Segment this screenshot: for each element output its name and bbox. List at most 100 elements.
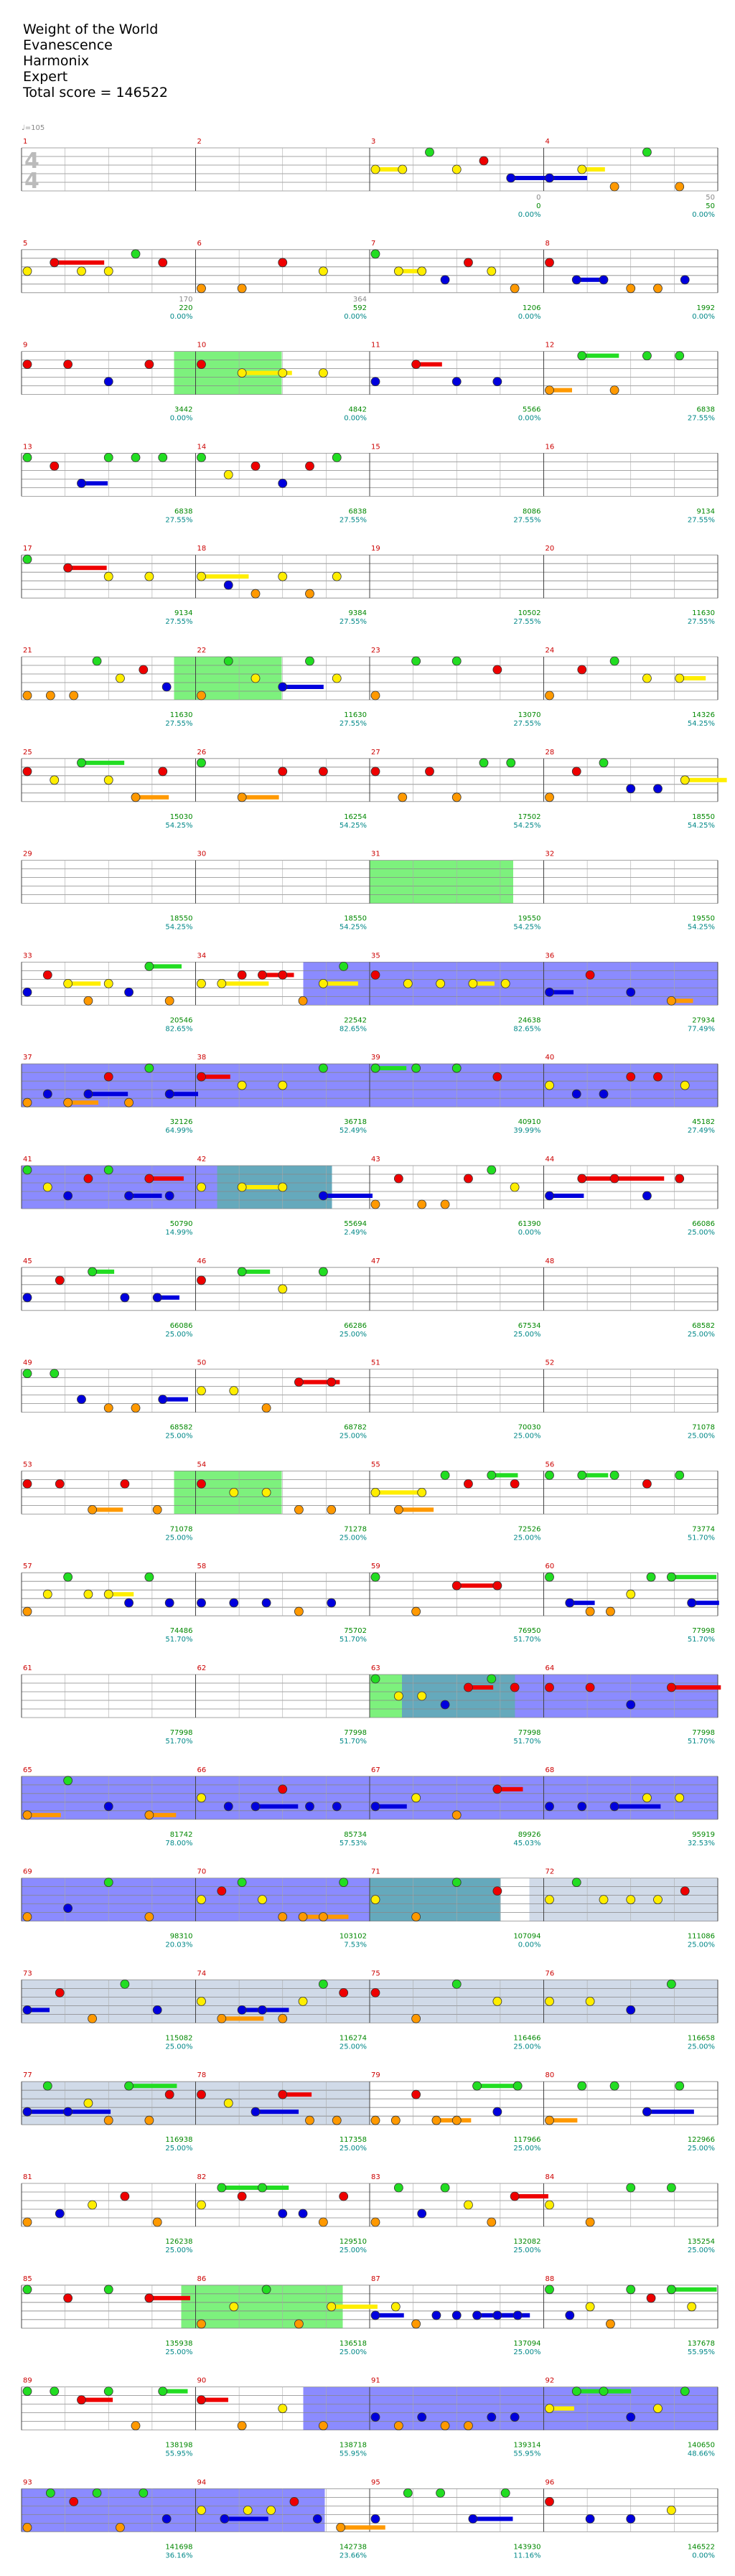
sustain-tail [375, 1804, 407, 1809]
note-gem [161, 682, 172, 692]
sustain-tail [549, 2406, 574, 2411]
note-gem [318, 1267, 328, 1277]
note-gem [599, 1089, 609, 1099]
measure-sp-percent: 0.00% [344, 415, 367, 423]
note-gem [609, 656, 619, 666]
note-gem [393, 2421, 403, 2431]
measure-score: 111086 [688, 1933, 715, 1941]
note-gem [45, 2488, 55, 2498]
sustain-tail [256, 1804, 299, 1809]
note-gem [278, 682, 288, 692]
note-gem [103, 377, 113, 386]
note-gem [545, 2285, 554, 2295]
note-gem [22, 554, 32, 564]
note-gem [339, 2191, 349, 2201]
measure-number: 59 [371, 1563, 380, 1570]
note-gem [278, 970, 288, 980]
measure-sp-percent: 27.55% [340, 516, 367, 524]
measure-score: 36718 [344, 1118, 367, 1126]
sustain-tail [375, 1066, 407, 1071]
note-gem [158, 2387, 168, 2397]
note-gem [451, 1878, 462, 1888]
note-gem [22, 1912, 32, 1922]
measure-score: 19550 [518, 915, 541, 923]
measure-score: 11630 [170, 711, 193, 719]
measure-score: 18550 [344, 915, 367, 923]
note-gem [411, 656, 421, 666]
sustain-tail [81, 481, 108, 486]
sustain-tail [549, 176, 587, 180]
note-gem [217, 2013, 227, 2023]
measure-score: 70030 [518, 1424, 541, 1432]
measure-score: 137678 [688, 2340, 715, 2348]
measure-sp-percent: 25.00% [513, 2348, 540, 2356]
note-gem [144, 1810, 154, 1820]
measure-score: 1206 [523, 304, 540, 312]
measure-score: 139314 [513, 2442, 540, 2450]
note-gem [666, 1682, 676, 1692]
measure-number: 33 [23, 952, 32, 960]
chart-row: 537107825.00%547127825.00%557252625.00%5… [21, 1461, 718, 1542]
note-gem [565, 2310, 575, 2320]
measure-sp-percent: 0.00% [518, 313, 541, 321]
measure-sp-percent: 32.53% [688, 1840, 715, 1847]
note-gem [120, 1293, 130, 1303]
note-gem [510, 2412, 520, 2422]
measure-sp-percent: 25.00% [165, 2348, 192, 2356]
chart-row: 7311508225.00%7411627425.00%7511646625.0… [21, 1970, 718, 2051]
measure-sp-percent: 51.70% [688, 1636, 715, 1644]
measure-sp-percent: 0.00% [518, 211, 541, 219]
sustain-tail [149, 1812, 177, 1817]
star-power-region [370, 860, 513, 904]
note-gem [318, 368, 328, 378]
note-gem [487, 2412, 497, 2422]
note-gem [666, 996, 676, 1006]
measure-sp-percent: 0.00% [518, 1942, 541, 1949]
note-gem [545, 2496, 554, 2506]
note-gem [577, 665, 587, 675]
sustain-tail [282, 685, 324, 689]
note-gem [565, 1598, 575, 1608]
measure-subscore: 364 [353, 296, 367, 304]
note-gem [103, 979, 113, 988]
chart-row: 251503054.25%261625454.25%271750254.25%2… [21, 749, 727, 830]
note-gem [390, 2302, 401, 2312]
note-gem [197, 1479, 206, 1489]
note-gem [77, 479, 86, 488]
chart-row: 291855054.25%301855054.25%311955054.25%3… [21, 851, 718, 932]
note-gem [83, 1589, 93, 1599]
note-gem [278, 1182, 288, 1192]
note-gem [577, 1174, 587, 1184]
note-gem [571, 1089, 581, 1099]
note-gem [417, 1487, 427, 1497]
note-gem [487, 1470, 497, 1480]
sustain-tail [331, 2304, 378, 2309]
sustain-tail [162, 1397, 188, 1402]
note-gem [492, 2310, 502, 2320]
note-gem [451, 2115, 462, 2125]
note-gem [258, 2005, 267, 2015]
note-gem [278, 2404, 288, 2414]
note-gem [22, 1097, 32, 1107]
note-gem [492, 2107, 502, 2117]
note-gem [545, 2200, 554, 2210]
note-gem [197, 2200, 206, 2210]
note-gem [666, 2183, 676, 2193]
sustain-tail [375, 1490, 420, 1495]
note-gem [22, 266, 32, 276]
note-gem [510, 1182, 520, 1192]
sustain-tail [128, 2084, 177, 2089]
sustain-tail [671, 998, 693, 1003]
measure-number: 9 [23, 342, 27, 350]
measure-number: 38 [197, 1054, 207, 1062]
note-gem [411, 2089, 421, 2099]
note-gem [197, 1996, 206, 2006]
note-gem [22, 453, 32, 462]
note-gem [512, 2310, 523, 2320]
sustain-tail [242, 1269, 271, 1274]
measure-number: 23 [371, 647, 380, 655]
sustain-tail [242, 1185, 286, 1189]
measure-number: 46 [197, 1257, 207, 1265]
